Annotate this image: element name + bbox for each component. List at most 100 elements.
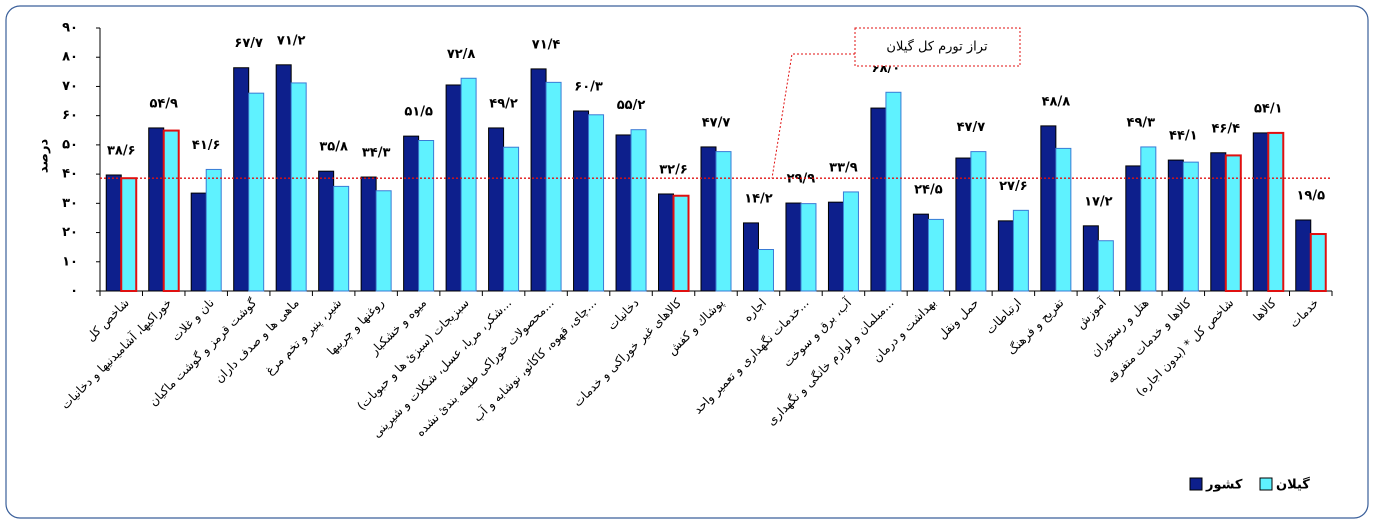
bar xyxy=(1012,209,1029,292)
x-tick-label: شیر، پنیر و تخم مرغ xyxy=(262,296,345,379)
y-tick-label: ۷۰ xyxy=(62,79,78,94)
value-label: ۴۴/۱ xyxy=(1169,129,1198,144)
value-label: ۲۹/۹ xyxy=(787,172,816,187)
value-label: ۳۴/۳ xyxy=(362,146,391,161)
reference-label-box xyxy=(854,27,1021,67)
bar xyxy=(630,129,647,292)
bar xyxy=(970,151,987,292)
value-label: ۴۷/۷ xyxy=(702,115,731,130)
bar xyxy=(190,192,207,292)
bar xyxy=(870,107,887,292)
y-tick-label: ۰ xyxy=(70,284,78,299)
bar xyxy=(742,222,759,292)
bar xyxy=(885,91,902,292)
bar xyxy=(715,151,732,292)
legend-label: گیلان xyxy=(1276,477,1310,493)
bar xyxy=(1082,225,1099,292)
bar xyxy=(233,67,250,292)
bar xyxy=(375,190,392,292)
bar xyxy=(530,68,547,292)
value-label: ۴۱/۶ xyxy=(192,138,221,153)
bar xyxy=(162,129,180,292)
bar xyxy=(1210,152,1227,292)
bar xyxy=(1055,147,1072,292)
value-label: ۵۱/۵ xyxy=(404,105,433,120)
bar xyxy=(1267,131,1285,292)
bar xyxy=(912,213,929,292)
bar xyxy=(445,84,462,292)
y-tick-label: ۴۰ xyxy=(62,167,78,182)
value-label: ۶۰/۳ xyxy=(574,79,603,94)
bar xyxy=(1309,233,1327,292)
y-tick-label: ۶۰ xyxy=(62,108,78,123)
value-label: ۷۱/۴ xyxy=(532,37,561,52)
bar xyxy=(927,218,944,292)
bar xyxy=(205,168,222,292)
bar xyxy=(1140,146,1157,292)
bar xyxy=(1167,159,1184,292)
bar xyxy=(1182,161,1199,292)
bar xyxy=(800,203,817,292)
value-label: ۶۷/۷ xyxy=(234,36,263,51)
bar xyxy=(672,194,690,292)
bar xyxy=(1040,125,1057,292)
bar xyxy=(588,114,605,292)
value-label: ۲۴/۵ xyxy=(914,183,943,198)
bar xyxy=(120,177,138,292)
value-label: ۴۶/۴ xyxy=(1212,121,1241,136)
bar xyxy=(997,220,1014,292)
bar xyxy=(1125,165,1142,292)
bar xyxy=(615,134,632,292)
x-tick-label: خدمات xyxy=(1287,296,1322,331)
bar xyxy=(488,127,505,292)
bar xyxy=(460,77,477,292)
bar xyxy=(700,146,717,292)
y-tick-label: ۹۰ xyxy=(62,21,78,36)
value-label: ۵۴/۹ xyxy=(149,96,178,111)
bar xyxy=(827,201,844,292)
bar xyxy=(658,193,675,292)
y-tick-label: ۳۰ xyxy=(62,196,78,211)
y-tick-label: ۸۰ xyxy=(62,50,78,65)
x-tick-label: ارتباطات xyxy=(983,296,1025,338)
value-label: ۴۹/۲ xyxy=(489,96,518,111)
value-label: ۳۳/۹ xyxy=(829,160,858,175)
value-label: ۴۷/۷ xyxy=(957,120,986,135)
x-tick-label: دخانیات xyxy=(605,296,642,333)
value-label: ۱۴/۲ xyxy=(744,191,773,206)
bar xyxy=(545,81,562,292)
bar xyxy=(418,140,435,292)
reference-connector xyxy=(771,53,855,179)
legend-swatch xyxy=(1259,477,1273,491)
bar xyxy=(248,92,265,292)
reference-label: تراز تورم کل گیلان xyxy=(886,39,988,55)
bar xyxy=(573,110,590,292)
legend-label: کشور xyxy=(1205,478,1243,493)
x-tick-label: حمل ونقل xyxy=(935,296,982,343)
value-label: ۵۵/۲ xyxy=(617,98,646,113)
value-label: ۳۵/۸ xyxy=(319,140,348,155)
frame xyxy=(5,5,1369,519)
y-tick-label: ۱۰ xyxy=(62,254,78,269)
x-tick-label: کالاها xyxy=(1250,295,1279,324)
bar xyxy=(1295,219,1312,292)
bar xyxy=(105,174,122,292)
bar xyxy=(842,191,859,292)
y-tick-label: ۵۰ xyxy=(62,137,78,152)
x-tick-label: آموزش xyxy=(1073,295,1111,333)
bar xyxy=(403,135,420,292)
bar xyxy=(148,127,165,292)
value-label: ۳۲/۶ xyxy=(659,162,688,177)
bar xyxy=(333,185,350,292)
value-label: ۷۱/۲ xyxy=(277,33,306,48)
value-label: ۷۲/۸ xyxy=(447,47,476,62)
value-label: ۵۴/۱ xyxy=(1254,101,1283,116)
bar xyxy=(503,146,520,292)
value-label: ۲۷/۶ xyxy=(999,179,1028,194)
value-label: ۴۸/۸ xyxy=(1042,94,1071,109)
y-tick-label: ۲۰ xyxy=(62,225,78,240)
value-label: ۴۹/۳ xyxy=(1127,115,1156,130)
bar xyxy=(1252,132,1269,292)
bar xyxy=(290,82,307,292)
